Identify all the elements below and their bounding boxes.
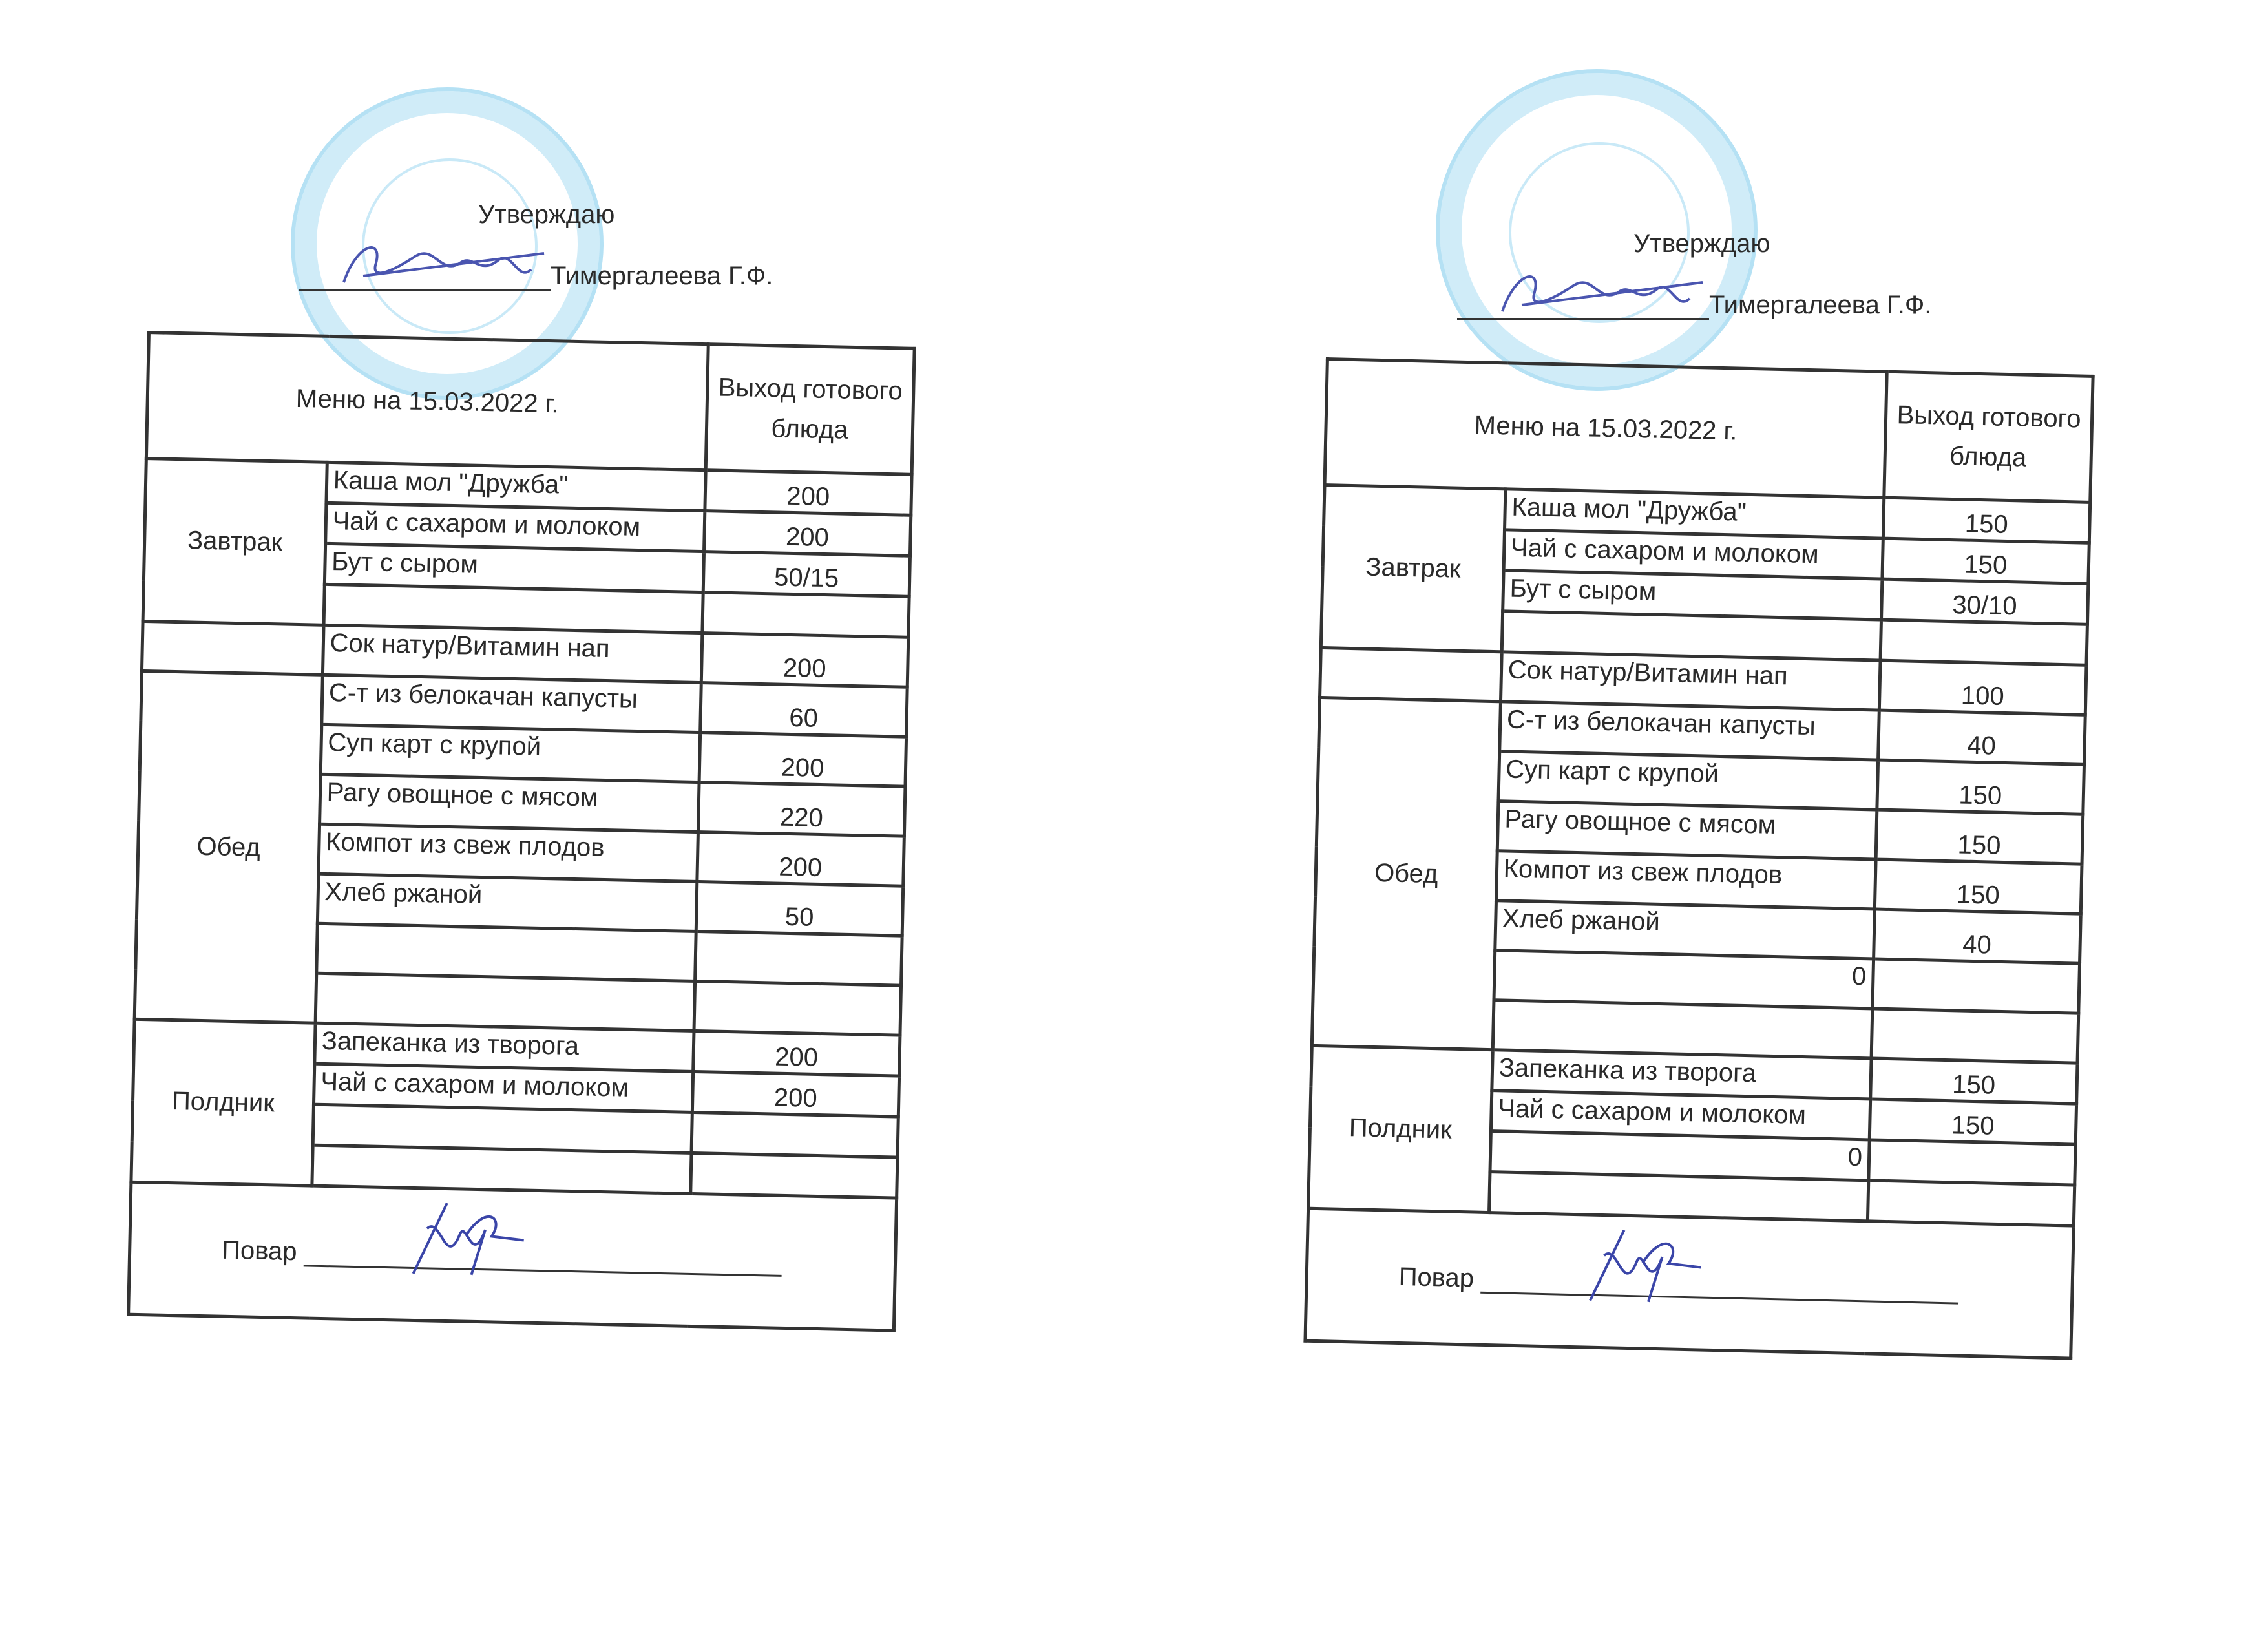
dish-yield: 200 — [692, 1071, 899, 1117]
dish-name: Компот из свеж плодов — [1496, 850, 1876, 909]
cook-signature-row: Повар — [128, 1182, 897, 1331]
dish-name: Суп карт с крупой — [1498, 751, 1878, 810]
dish-yield: 200 — [693, 1031, 900, 1077]
dish-yield: 200 — [701, 633, 908, 688]
cook-signature — [1589, 1229, 1701, 1302]
dish-yield: 220 — [698, 782, 905, 837]
dish-yield — [1867, 1180, 2075, 1226]
dish-name: С-т из белокачан капусты — [1499, 701, 1880, 761]
dish-name: Рагу овощное с мясом — [319, 774, 699, 832]
dish-yield: 100 — [1879, 660, 2086, 715]
dish-yield — [1871, 1008, 2079, 1064]
dish-yield: 40 — [1878, 710, 2086, 765]
director-signature — [342, 246, 545, 283]
section-label: Обед — [134, 671, 323, 1024]
menu-title: Меню на 15.03.2022 г. — [1325, 359, 1887, 498]
menu-sheet-right: Меню на 15.03.2022 г. Выход готового блюд… — [1303, 357, 2094, 1360]
approver-signature-line: Тимергалеева Г.Ф. — [1457, 275, 1932, 320]
section-label — [142, 621, 324, 675]
dish-name — [1492, 1000, 1873, 1058]
dish-yield — [1880, 620, 2088, 666]
menu-table: Меню на 15.03.2022 г. Выход готового блюд… — [1303, 357, 2094, 1360]
dish-yield: 40 — [1873, 909, 2081, 964]
official-stamp — [1436, 69, 1758, 391]
dish-name: Суп карт с крупой — [320, 724, 700, 782]
menu-table: Меню на 15.03.2022 г. Выход готового блюд… — [127, 331, 916, 1332]
dish-yield: 150 — [1869, 1098, 2077, 1145]
dish-yield: 200 — [704, 470, 912, 516]
director-signature — [1501, 275, 1703, 312]
yield-header: Выход готового блюда — [1884, 372, 2094, 503]
cook-signature — [412, 1202, 525, 1275]
dish-yield — [1872, 958, 2080, 1014]
cook-signature-row: Повар — [1305, 1208, 2074, 1359]
dish-yield — [1868, 1139, 2076, 1186]
dish-yield — [695, 931, 903, 986]
dish-yield: 50 — [696, 881, 903, 936]
menu-sheet-left: Меню на 15.03.2022 г. Выход готового блюд… — [127, 331, 916, 1332]
dish-yield: 150 — [1882, 538, 2090, 584]
dish-yield: 150 — [1876, 760, 2084, 815]
section-label: Завтрак — [1321, 485, 1506, 652]
dish-name — [316, 923, 697, 982]
dish-yield: 30/10 — [1881, 579, 2088, 625]
yield-header: Выход готового блюда — [706, 344, 915, 475]
approver-signature-line: Тимергалеева Г.Ф. — [299, 246, 773, 291]
cook-label: Повар — [221, 1235, 297, 1266]
approver-name: Тимергалеева Г.Ф. — [551, 262, 773, 290]
approve-label: Утверждаю — [1633, 229, 1770, 258]
dish-name: Сок натур/Витамин нап — [322, 625, 702, 683]
dish-yield: 200 — [698, 732, 907, 787]
dish-yield: 60 — [700, 682, 908, 737]
dish-yield: 150 — [1874, 859, 2083, 914]
section-label: Завтрак — [143, 458, 327, 625]
dish-yield: 150 — [1870, 1058, 2078, 1104]
dish-yield: 50/15 — [703, 551, 910, 597]
approver-name: Тимергалеева Г.Ф. — [1709, 291, 1932, 319]
dish-name: С-т из белокачан капусты — [321, 675, 702, 733]
cook-signature-line — [1480, 1229, 1960, 1305]
dish-name: Хлеб ржаной — [317, 874, 697, 932]
section-label: Обед — [1312, 697, 1501, 1050]
section-label: Полдник — [131, 1019, 315, 1186]
dish-yield — [691, 1112, 899, 1158]
dish-name: Компот из свеж плодов — [318, 824, 698, 882]
dish-yield: 150 — [1883, 498, 2090, 543]
approve-label: Утверждаю — [478, 200, 615, 229]
dish-yield — [702, 592, 910, 638]
cook-label: Повар — [1398, 1262, 1475, 1293]
dish-name: Рагу овощное с мясом — [1496, 801, 1877, 860]
dish-yield: 150 — [1875, 810, 2083, 865]
dish-yield: 200 — [697, 832, 905, 887]
dish-name: Хлеб ржаной — [1495, 900, 1875, 959]
dish-yield — [693, 981, 901, 1036]
dish-name: 0 — [1493, 950, 1874, 1009]
dish-yield: 200 — [704, 510, 911, 556]
official-stamp — [291, 87, 604, 400]
dish-yield — [690, 1153, 898, 1199]
cook-signature-line — [304, 1202, 782, 1277]
section-label: Полдник — [1308, 1045, 1493, 1213]
section-label — [1319, 647, 1502, 702]
menu-title: Меню на 15.03.2022 г. — [146, 332, 709, 470]
dish-name — [315, 973, 695, 1031]
dish-name: Сок натур/Витамин нап — [1500, 651, 1880, 711]
